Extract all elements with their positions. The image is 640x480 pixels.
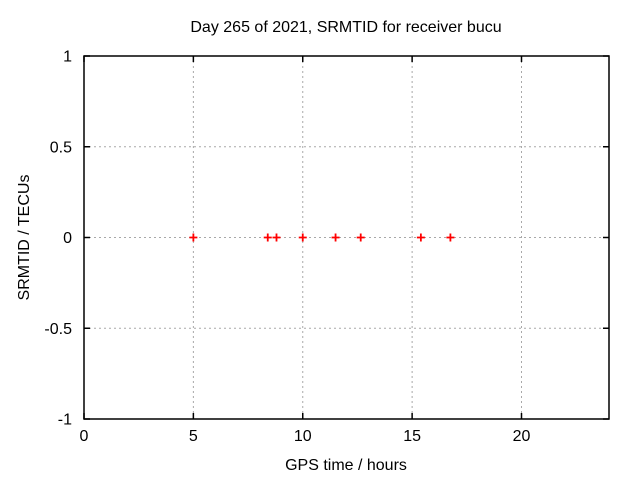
grid-lines <box>84 56 609 419</box>
data-point-marker <box>356 233 365 242</box>
x-tick-label: 15 <box>403 428 421 445</box>
y-tick-label: -0.5 <box>44 321 72 338</box>
x-axis-label: GPS time / hours <box>285 457 407 474</box>
data-point-marker <box>189 233 198 242</box>
data-point-marker <box>331 233 340 242</box>
x-tick-label: 0 <box>80 428 89 445</box>
x-tick-label: 5 <box>189 428 198 445</box>
y-tick-label: 0.5 <box>50 139 72 156</box>
plot-border <box>83 55 610 420</box>
data-point-marker <box>416 233 425 242</box>
x-tick-label: 20 <box>513 428 531 445</box>
y-tick-label: 1 <box>63 49 72 66</box>
y-axis-label: SRMTID / TECUs <box>16 175 33 301</box>
data-point-marker <box>298 233 307 242</box>
data-point-marker <box>272 233 281 242</box>
x-tick-labels: 0 5 10 15 20 <box>80 428 531 445</box>
y-tick-label: -1 <box>58 412 72 429</box>
y-tick-label: 0 <box>63 230 72 247</box>
data-markers <box>189 233 455 242</box>
data-point-marker <box>263 233 272 242</box>
x-tick-label: 10 <box>294 428 312 445</box>
y-tick-labels: 1 0.5 0 -0.5 -1 <box>44 49 72 429</box>
chart-title: Day 265 of 2021, SRMTID for receiver buc… <box>190 19 501 36</box>
data-point-marker <box>446 233 455 242</box>
